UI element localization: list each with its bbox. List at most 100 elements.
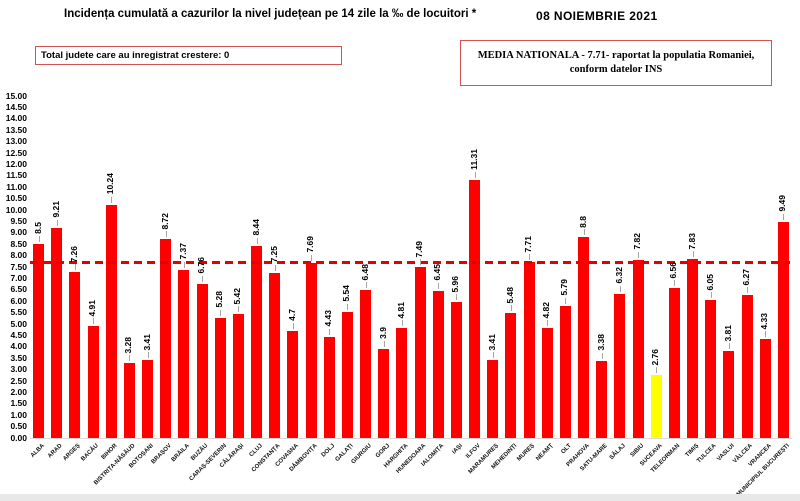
value-leader-line bbox=[438, 282, 440, 289]
bar-value-label: 3.41 bbox=[486, 333, 497, 351]
bar-value-label: 4.43 bbox=[323, 310, 334, 327]
value-leader-line bbox=[747, 287, 749, 294]
bar-hunedoara bbox=[414, 267, 426, 438]
value-leader-line bbox=[292, 322, 294, 329]
chart-title: Incidența cumulată a cazurilor la nivel … bbox=[64, 8, 477, 20]
category-label: TIMIȘ bbox=[684, 443, 700, 459]
bar-value-label: 3.38 bbox=[595, 334, 606, 351]
y-tick-label: 11.00 bbox=[6, 181, 27, 192]
y-tick-label: 2.50 bbox=[10, 375, 27, 386]
y-tick-label: 15.00 bbox=[5, 90, 27, 101]
bar-value-label: 7.25 bbox=[268, 246, 279, 263]
bar-value-label: 8.72 bbox=[159, 212, 170, 230]
bar-ilfov bbox=[469, 180, 481, 438]
bar-bihor bbox=[105, 204, 117, 438]
category-label: BACĂU bbox=[80, 443, 101, 463]
bar-gorj bbox=[378, 349, 390, 438]
category-label: DOLJ bbox=[320, 443, 337, 459]
y-tick-label: 6.50 bbox=[10, 284, 27, 295]
y-tick-label: 12.00 bbox=[5, 158, 27, 169]
bar-value-label: 5.96 bbox=[450, 275, 461, 293]
y-tick-label: 9.50 bbox=[10, 215, 27, 226]
report-date: 08 NOIEMBRIE 2021 bbox=[536, 9, 658, 23]
bar-d-mbovi-a bbox=[305, 262, 317, 438]
value-leader-line bbox=[383, 341, 385, 348]
value-leader-line bbox=[274, 264, 276, 271]
category-label: IAȘI bbox=[451, 443, 464, 456]
bar-arge- bbox=[69, 272, 81, 438]
bar-vaslui bbox=[723, 351, 735, 438]
bar-value-label: 7.37 bbox=[177, 243, 188, 260]
value-leader-line bbox=[510, 305, 512, 312]
bar-value-label: 9.49 bbox=[777, 195, 788, 212]
bar-v-lcea bbox=[741, 295, 753, 438]
bar-municipiul-bucure-ti bbox=[777, 221, 789, 438]
bar-value-label: 5.54 bbox=[341, 285, 352, 302]
value-leader-line bbox=[529, 254, 531, 261]
y-tick-label: 1.50 bbox=[10, 398, 27, 409]
value-leader-line bbox=[311, 254, 313, 261]
value-leader-line bbox=[583, 229, 585, 236]
value-leader-line bbox=[401, 320, 403, 327]
value-leader-line bbox=[147, 352, 149, 359]
bar-gala-i bbox=[341, 311, 353, 438]
bar-alba bbox=[33, 244, 44, 438]
value-leader-line bbox=[638, 251, 640, 258]
value-leader-line bbox=[365, 282, 367, 289]
bar-value-label: 11.31 bbox=[468, 149, 479, 171]
bar-value-label: 5.42 bbox=[232, 287, 243, 305]
bar-mure- bbox=[523, 262, 535, 438]
value-leader-line bbox=[492, 352, 494, 359]
y-tick-label: 2.00 bbox=[10, 386, 27, 397]
y-tick-label: 14.50 bbox=[5, 101, 27, 112]
bar-s-laj bbox=[614, 293, 626, 438]
value-leader-line bbox=[728, 343, 730, 350]
y-tick-label: 0.50 bbox=[10, 421, 27, 432]
bar-value-label: 8.5 bbox=[32, 222, 43, 235]
y-tick-label: 12.50 bbox=[5, 147, 27, 158]
value-leader-line bbox=[474, 172, 476, 179]
national-average-line2: conform datelor INS bbox=[569, 64, 663, 75]
y-tick-label: 5.50 bbox=[10, 307, 27, 318]
value-leader-line bbox=[256, 237, 258, 244]
bar-mehedin-i bbox=[505, 313, 517, 438]
value-leader-line bbox=[456, 294, 458, 301]
bar-value-label: 6.48 bbox=[359, 263, 370, 281]
bar-value-label: 4.81 bbox=[395, 301, 406, 319]
bar-value-label: 3.81 bbox=[722, 324, 733, 342]
bar-value-label: 4.82 bbox=[541, 301, 552, 319]
national-average-dashed-line bbox=[30, 260, 790, 264]
bar-olt bbox=[559, 305, 571, 438]
y-tick-label: 4.50 bbox=[10, 329, 27, 340]
y-tick-label: 4.00 bbox=[10, 341, 27, 352]
category-label: ARGEȘ bbox=[62, 443, 83, 463]
bar-value-label: 3.9 bbox=[377, 327, 388, 340]
y-tick-label: 5.00 bbox=[10, 318, 27, 329]
bar-vrancea bbox=[759, 339, 771, 438]
bar-cluj bbox=[251, 245, 263, 438]
value-leader-line bbox=[347, 303, 349, 310]
bar-ialomi-a bbox=[432, 290, 444, 438]
total-counties-increase-label: Total judete care au inregistrat crester… bbox=[41, 50, 230, 61]
bar-value-label: 6.76 bbox=[196, 257, 207, 274]
category-label: SĂLAJ bbox=[609, 443, 628, 462]
y-tick-label: 14.00 bbox=[5, 113, 27, 124]
value-leader-line bbox=[111, 196, 113, 203]
bar-tulcea bbox=[705, 300, 717, 438]
value-leader-line bbox=[93, 318, 94, 325]
value-leader-line bbox=[183, 261, 185, 268]
bar-value-label: 6.27 bbox=[741, 268, 752, 286]
bar-bistri-a-n-s-ud bbox=[123, 363, 135, 438]
bar-value-label: 7.82 bbox=[632, 233, 643, 250]
bar-bac-u bbox=[87, 326, 99, 438]
bar-value-label: 9.21 bbox=[50, 201, 61, 219]
bar-value-label: 4.7 bbox=[286, 309, 297, 321]
value-leader-line bbox=[220, 309, 222, 316]
national-average-line1: MEDIA NATIONALA - 7.71- raportat la popu… bbox=[477, 49, 755, 61]
value-leader-line bbox=[329, 328, 331, 335]
bar-value-label: 7.69 bbox=[305, 236, 316, 253]
category-label: BRĂILA bbox=[170, 443, 192, 464]
bar-dolj bbox=[323, 336, 335, 438]
y-tick-label: 8.50 bbox=[10, 238, 27, 249]
